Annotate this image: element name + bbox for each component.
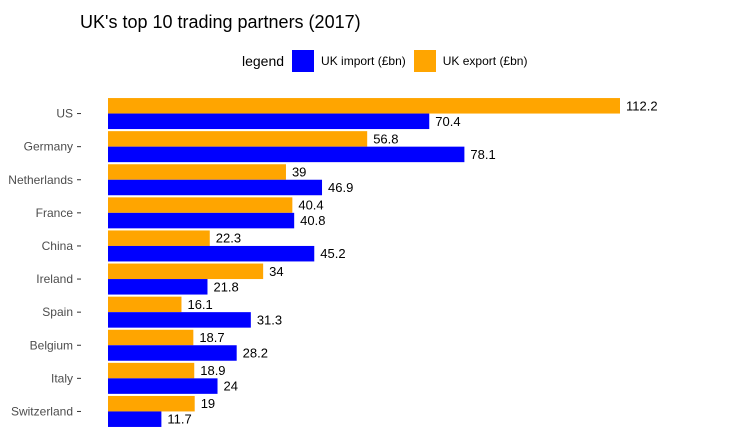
value-label-export-belgium: 18.7 xyxy=(199,330,224,345)
y-tick-label-italy: Italy xyxy=(51,371,73,385)
bar-import-spain xyxy=(108,312,251,328)
value-label-import-belgium: 28.2 xyxy=(243,346,268,361)
bar-import-us xyxy=(108,113,430,130)
y-tick-label-germany: Germany xyxy=(24,140,73,154)
bar-export-china xyxy=(108,230,210,246)
bar-import-netherlands xyxy=(108,179,323,196)
bar-export-spain xyxy=(108,296,182,313)
bar-export-france xyxy=(108,197,293,213)
legend: legend UK import (£bn) UK export (£bn) xyxy=(242,49,535,73)
legend-swatch-import xyxy=(292,50,315,72)
bar-export-switzerland xyxy=(108,395,195,412)
value-label-import-italy: 24 xyxy=(224,379,238,394)
value-label-import-france: 40.8 xyxy=(300,213,325,228)
value-label-export-germany: 56.8 xyxy=(373,131,398,146)
value-label-import-us: 70.4 xyxy=(435,114,460,129)
value-label-export-italy: 18.9 xyxy=(200,363,225,378)
value-label-export-ireland: 34 xyxy=(269,264,283,279)
legend-swatch-export xyxy=(413,50,436,72)
y-tick-label-us: US xyxy=(56,107,73,121)
bar-import-italy xyxy=(108,378,218,394)
bar-import-france xyxy=(108,212,295,229)
y-tick-label-switzerland: Switzerland xyxy=(11,404,73,418)
legend-label-import: UK import (£bn) xyxy=(321,54,406,68)
chart-title: UK's top 10 trading partners (2017) xyxy=(80,12,361,32)
y-tick-label-netherlands: Netherlands xyxy=(8,173,73,187)
bar-export-italy xyxy=(108,362,195,379)
bar-export-belgium xyxy=(108,329,194,346)
value-label-export-china: 22.3 xyxy=(216,231,241,246)
y-tick-label-ireland: Ireland xyxy=(36,272,73,286)
legend-item-export: UK export (£bn) xyxy=(413,50,528,72)
value-label-import-germany: 78.1 xyxy=(470,147,495,162)
bar-import-germany xyxy=(108,146,465,163)
bar-import-ireland xyxy=(108,279,208,295)
value-label-export-us: 112.2 xyxy=(626,98,658,113)
value-label-import-china: 45.2 xyxy=(320,246,345,261)
bar-export-netherlands xyxy=(108,164,286,180)
bar-import-switzerland xyxy=(108,411,162,427)
value-label-export-spain: 16.1 xyxy=(187,297,212,312)
legend-title: legend xyxy=(242,53,285,69)
value-label-export-france: 40.4 xyxy=(298,198,323,213)
bar-export-ireland xyxy=(108,263,264,280)
value-label-import-ireland: 21.8 xyxy=(213,279,238,294)
legend-item-import: UK import (£bn) xyxy=(292,50,406,72)
bar-import-belgium xyxy=(108,345,237,361)
legend-label-export: UK export (£bn) xyxy=(442,54,528,68)
y-tick-label-china: China xyxy=(42,239,74,253)
value-label-export-switzerland: 19 xyxy=(201,396,215,411)
y-tick-label-france: France xyxy=(36,206,74,220)
bar-export-us xyxy=(108,98,620,114)
value-label-import-spain: 31.3 xyxy=(257,312,282,327)
value-label-import-netherlands: 46.9 xyxy=(328,180,353,195)
y-tick-label-spain: Spain xyxy=(42,305,73,319)
value-label-export-netherlands: 39 xyxy=(292,165,306,180)
y-tick-label-belgium: Belgium xyxy=(30,338,73,352)
value-label-import-switzerland: 11.7 xyxy=(167,412,191,427)
bar-import-china xyxy=(108,245,315,262)
bar-export-germany xyxy=(108,131,368,147)
